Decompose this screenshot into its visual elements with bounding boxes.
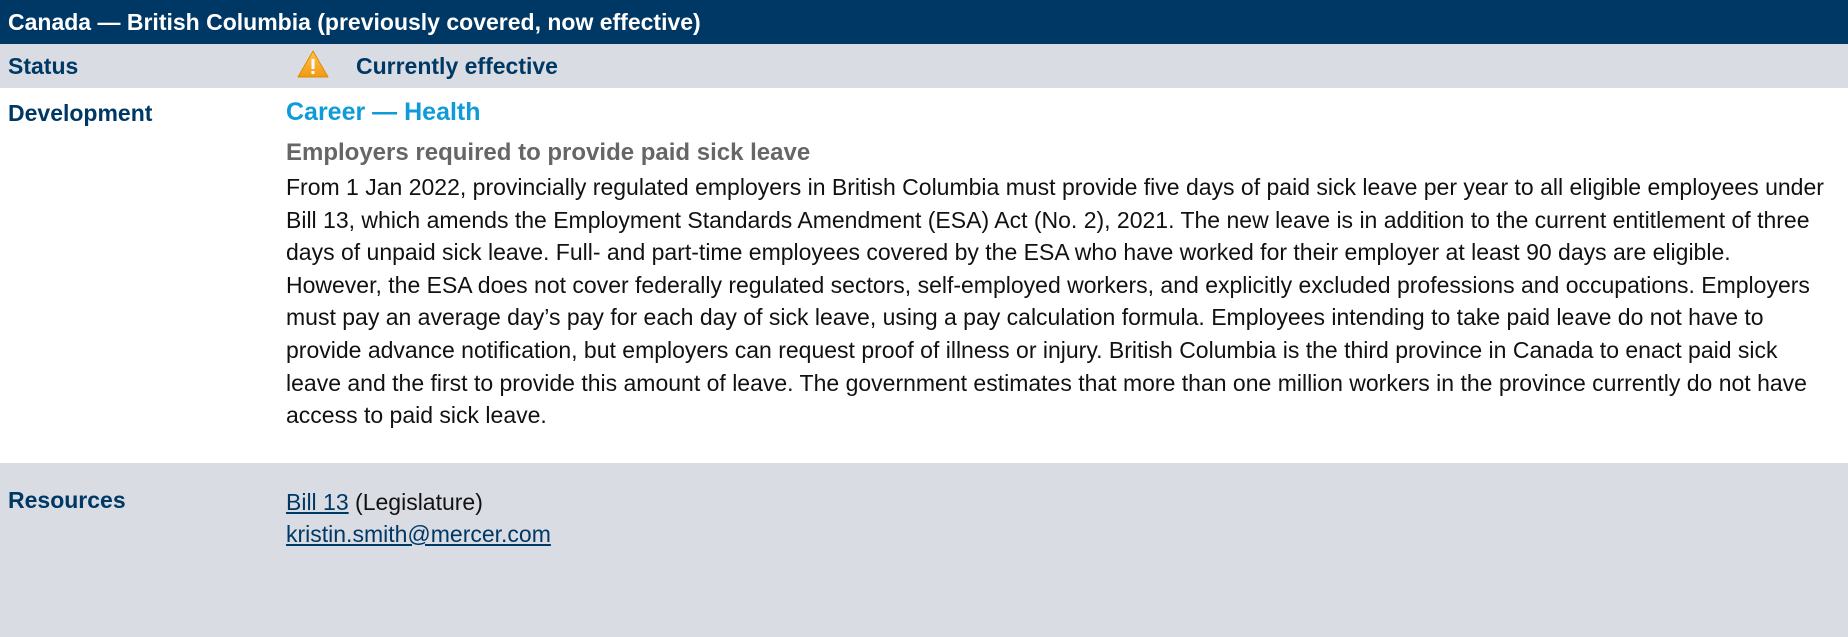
area: Career — Health <box>286 98 481 126</box>
body-text: From 1 Jan 2022, provincially regulated … <box>286 174 1824 429</box>
status-text: Currently effective <box>356 53 558 79</box>
development-content: Career — Health Employers required to pr… <box>286 98 1831 432</box>
status-row: Status Currently effective <box>0 44 1848 88</box>
headline: Employers required to provide paid sick … <box>286 139 811 166</box>
header-title: Canada — British Columbia (previously co… <box>0 0 1848 44</box>
warning-icon <box>297 50 329 78</box>
resource-item: kristin.smith@mercer.com <box>286 518 551 550</box>
email-link[interactable]: kristin.smith@mercer.com <box>286 521 551 547</box>
status-label: Status <box>8 53 79 79</box>
resources-list: Bill 13 (Legislature) kristin.smith@merc… <box>286 486 551 550</box>
resource-note: (Legislature) <box>355 489 483 515</box>
resource-link[interactable]: Bill 13 <box>286 489 349 515</box>
resource-item: Bill 13 (Legislature) <box>286 486 551 518</box>
resources-label: Resources <box>8 487 126 513</box>
resources-row: Resources Bill 13 (Legislature) kristin.… <box>0 463 1848 637</box>
development-row: Development Career — Health Employers re… <box>0 88 1848 463</box>
development-label: Development <box>8 100 153 126</box>
